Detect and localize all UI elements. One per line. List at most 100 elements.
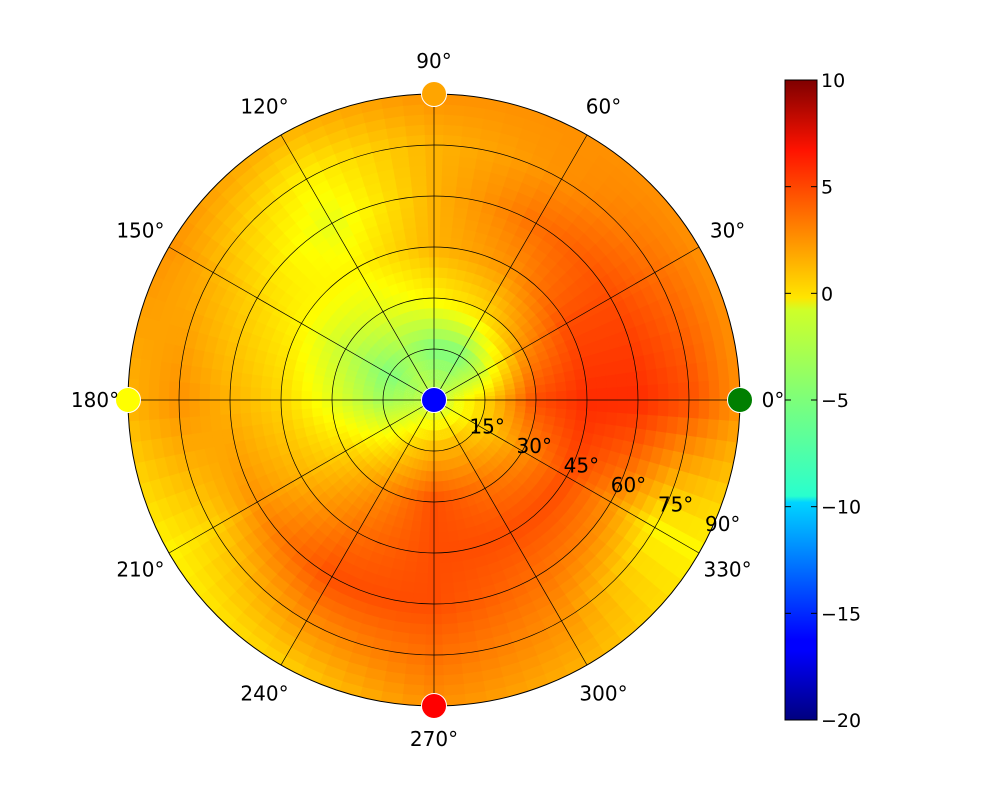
heatmap-cell <box>676 532 698 558</box>
heatmap-cell <box>388 339 400 353</box>
heatmap-cell <box>421 286 431 299</box>
heatmap-cell <box>403 389 415 395</box>
heatmap-cell <box>698 398 711 420</box>
heatmap-cell <box>437 347 444 360</box>
heatmap-cell <box>216 510 236 532</box>
heatmap-cell <box>281 195 303 217</box>
heatmap-cell <box>524 405 538 415</box>
heatmap-cell <box>158 475 176 501</box>
heatmap-cell <box>346 362 360 373</box>
heatmap-cell <box>615 411 629 428</box>
heatmap-cell <box>398 258 411 272</box>
heatmap-cell <box>362 412 376 421</box>
heatmap-cell <box>437 430 442 442</box>
heatmap-cell <box>493 408 507 416</box>
heatmap-cell <box>413 391 425 397</box>
heatmap-cell <box>464 393 477 398</box>
heatmap-cell <box>422 123 444 136</box>
heatmap-cell <box>515 392 528 400</box>
heatmap-cell <box>314 357 329 370</box>
angular-tick-label: 120° <box>240 94 288 118</box>
heatmap-cell <box>173 490 193 515</box>
heatmap-cell <box>412 394 425 398</box>
heatmap-cell <box>515 399 528 407</box>
heatmap-cell <box>413 287 424 300</box>
heatmap-cell <box>374 353 388 365</box>
heatmap-cell <box>617 398 630 414</box>
heatmap-cell <box>448 413 459 423</box>
heatmap-cell <box>475 362 488 373</box>
heatmap-cell <box>452 386 465 394</box>
heatmap-cell <box>478 439 491 451</box>
heatmap-cell <box>398 345 409 358</box>
heatmap-cell <box>410 340 419 353</box>
heatmap-cell <box>686 416 701 438</box>
heatmap-cell <box>412 400 424 404</box>
heatmap-cell <box>471 445 484 458</box>
heatmap-cell <box>625 412 639 429</box>
heatmap-cell <box>655 365 670 385</box>
heatmap-cell <box>320 392 333 401</box>
heatmap-cell <box>357 361 371 372</box>
heatmap-cell <box>452 456 462 470</box>
heatmap-cell <box>412 426 421 439</box>
heatmap-cell <box>177 400 190 420</box>
heatmap-cell <box>624 569 648 593</box>
heatmap-cell <box>423 491 432 504</box>
angular-tick-label: 330° <box>703 558 751 582</box>
heatmap-cell <box>257 617 282 640</box>
heatmap-cell <box>283 132 309 154</box>
heatmap-cell <box>400 268 413 282</box>
heatmap-cell <box>269 410 283 425</box>
heatmap-cell <box>462 408 475 415</box>
heatmap-cell <box>210 555 233 580</box>
heatmap-cell <box>440 143 461 157</box>
heatmap-cell <box>415 235 429 248</box>
heatmap-cell <box>510 367 524 378</box>
heatmap-cell <box>581 644 608 667</box>
heatmap-cell <box>450 381 462 390</box>
heatmap-cell <box>355 366 369 377</box>
heatmap-cell <box>208 400 221 418</box>
heatmap-cell <box>329 278 347 295</box>
heatmap-cell <box>449 226 465 240</box>
heatmap-cell <box>419 266 430 279</box>
heatmap-cell <box>447 376 457 386</box>
heatmap-cell <box>402 397 414 401</box>
heatmap-cell <box>451 423 461 435</box>
heatmap-cell <box>576 398 589 411</box>
heatmap-cell <box>218 400 231 417</box>
heatmap-cell <box>403 406 416 414</box>
heatmap-cell <box>414 572 430 585</box>
angular-tick-label: 270° <box>410 727 458 751</box>
heatmap-cell <box>424 409 431 421</box>
heatmap-cell <box>376 420 390 430</box>
heatmap-cell <box>640 282 659 305</box>
heatmap-cell <box>696 359 711 382</box>
heatmap-cell <box>457 417 469 428</box>
heatmap-cell <box>128 357 142 382</box>
heatmap-cell <box>446 350 454 363</box>
heatmap-cell <box>305 612 329 632</box>
heatmap-cell <box>639 582 663 607</box>
heatmap-cell <box>336 101 363 120</box>
heatmap-cell <box>393 408 406 415</box>
heatmap-cell <box>399 372 411 383</box>
heatmap-cell <box>537 646 562 667</box>
heatmap-cell <box>480 435 494 447</box>
heatmap-cell <box>412 204 428 218</box>
heatmap-cell <box>468 447 480 461</box>
heatmap-cell <box>623 273 643 295</box>
heatmap-cell <box>460 548 475 563</box>
heatmap-cell <box>425 471 433 483</box>
heatmap-cell <box>534 383 548 393</box>
heatmap-cell <box>236 298 254 319</box>
heatmap-cell <box>410 351 419 364</box>
heatmap-cell <box>624 503 644 526</box>
heatmap-cell <box>460 452 471 466</box>
heatmap-cell <box>239 372 253 389</box>
heatmap-cell <box>225 524 246 547</box>
heatmap-cell <box>228 619 254 644</box>
heatmap-cell <box>391 631 412 645</box>
heatmap-cell <box>441 370 449 382</box>
